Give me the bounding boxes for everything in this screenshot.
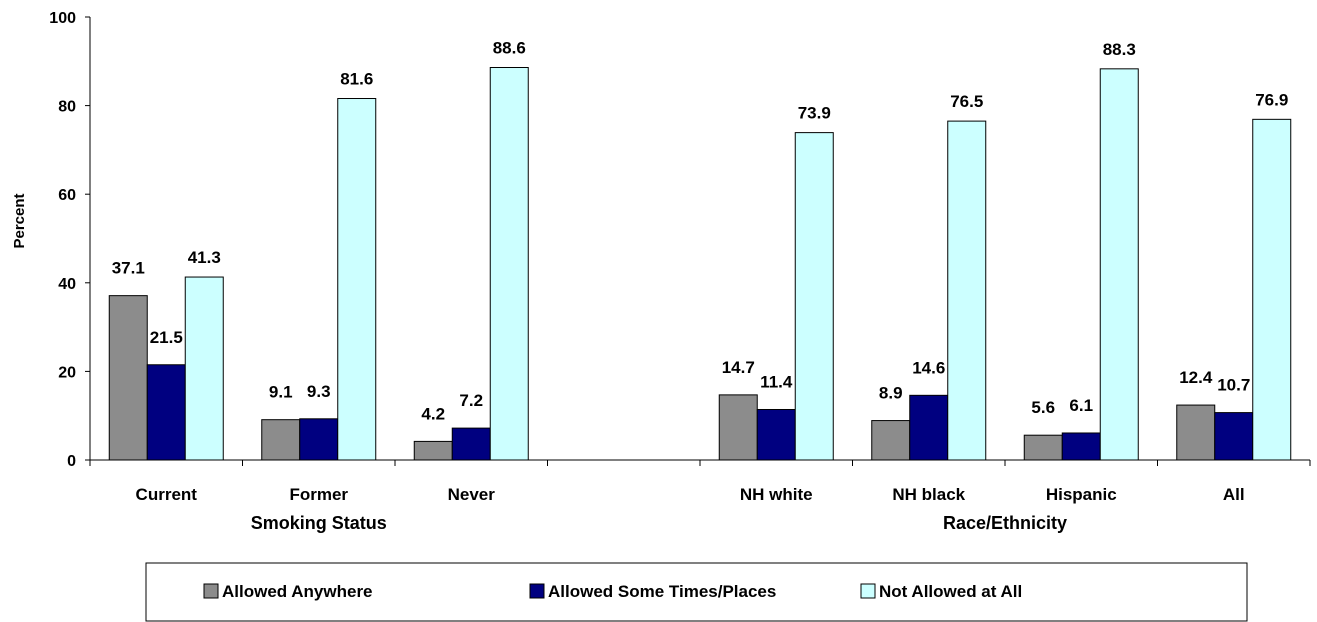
y-tick-label: 40	[58, 276, 76, 293]
bar	[146, 364, 186, 461]
data-label: 76.5	[950, 92, 983, 111]
bar	[337, 98, 377, 461]
data-label: 21.5	[150, 328, 183, 347]
bar	[947, 120, 987, 461]
x-tick-label: Current	[136, 485, 198, 504]
y-tick-label: 100	[49, 10, 76, 27]
data-label: 5.6	[1031, 398, 1055, 417]
legend-label: Allowed Anywhere	[222, 582, 373, 601]
bar	[261, 419, 301, 461]
bar	[184, 276, 224, 461]
data-label: 41.3	[188, 248, 221, 267]
x-tick-label: Never	[448, 485, 496, 504]
data-label: 10.7	[1217, 376, 1250, 395]
x-tick-label: NH white	[740, 485, 813, 504]
x-tick-label: Hispanic	[1046, 485, 1117, 504]
data-label: 37.1	[112, 259, 145, 278]
bar	[871, 420, 911, 461]
y-tick-label: 0	[67, 453, 76, 470]
data-label: 12.4	[1179, 368, 1213, 387]
data-label: 9.3	[307, 382, 331, 401]
data-labels: 37.1 21.5 41.3 9.1 9.3 81.6 4.2 7.2 88.6 14.7 11.4…	[112, 39, 1289, 424]
legend: Allowed Anywhere Allowed Some Times/Place…	[145, 562, 1248, 622]
bar	[909, 394, 949, 461]
data-label: 88.3	[1103, 40, 1136, 59]
bar	[1214, 412, 1254, 461]
data-label: 6.1	[1069, 396, 1093, 415]
bar	[413, 440, 453, 461]
bar	[299, 418, 339, 461]
bars	[108, 67, 1292, 461]
x-group-label: Smoking Status	[251, 513, 387, 533]
bar	[794, 132, 834, 461]
x-group-label: Race/Ethnicity	[943, 513, 1067, 533]
data-label: 81.6	[340, 70, 373, 89]
data-label: 11.4	[760, 372, 793, 391]
bar	[1176, 404, 1216, 461]
x-tick-label: Former	[289, 485, 348, 504]
legend-swatch	[860, 583, 876, 599]
bar	[718, 394, 758, 461]
legend-box	[145, 562, 1248, 622]
data-label: 14.6	[912, 358, 945, 377]
y-tick-label: 80	[58, 99, 76, 116]
x-tick-label: All	[1223, 485, 1245, 504]
data-label: 9.1	[269, 383, 293, 402]
bar	[1252, 118, 1292, 461]
axes: 0 20 40 60 80 100 Current Former Never NH white NH…	[49, 10, 1311, 533]
data-label: 8.9	[879, 384, 903, 403]
data-label: 76.9	[1255, 90, 1288, 109]
legend-label: Not Allowed at All	[879, 582, 1022, 601]
bar	[489, 67, 529, 461]
legend-swatch	[529, 583, 545, 599]
data-label: 4.2	[421, 404, 445, 423]
y-tick-label: 20	[58, 364, 76, 381]
bar	[1061, 432, 1101, 461]
data-label: 7.2	[459, 391, 483, 410]
bar	[756, 408, 796, 461]
legend-swatch	[203, 583, 219, 599]
bar	[451, 427, 491, 461]
y-tick-label: 60	[58, 187, 76, 204]
data-label: 73.9	[798, 104, 831, 123]
bar	[108, 295, 148, 461]
legend-label: Allowed Some Times/Places	[548, 582, 776, 601]
bar	[1023, 434, 1063, 461]
y-axis-title: Percent	[11, 193, 28, 248]
data-label: 14.7	[722, 358, 755, 377]
bar	[1099, 68, 1139, 461]
x-tick-label: NH black	[892, 485, 965, 504]
data-label: 88.6	[493, 39, 526, 58]
